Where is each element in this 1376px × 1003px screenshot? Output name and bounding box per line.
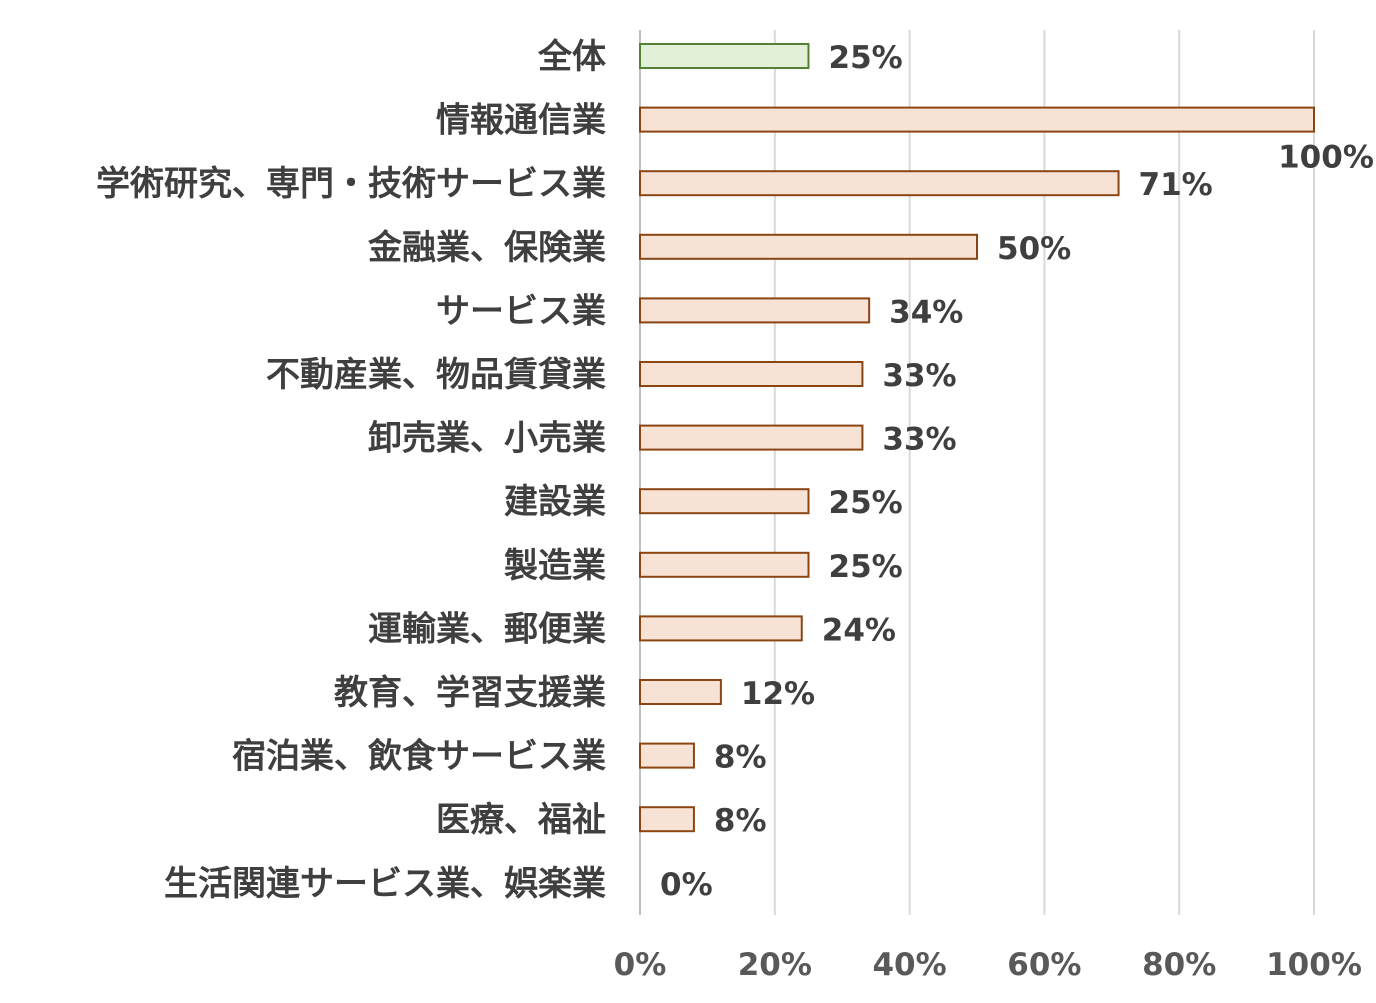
x-tick-label: 40% bbox=[872, 947, 946, 983]
gridlines bbox=[639, 30, 1315, 915]
category-label: 運輸業、郵便業 bbox=[368, 609, 606, 649]
category-label: 卸売業、小売業 bbox=[368, 419, 606, 459]
data-label: 12% bbox=[741, 676, 815, 712]
x-tick-label: 0% bbox=[614, 947, 667, 983]
category-label: 生活関連サービス業、娯楽業 bbox=[164, 864, 606, 904]
data-label: 25% bbox=[829, 549, 903, 585]
category-label: 学術研究、専門・技術サービス業 bbox=[96, 164, 606, 204]
bar bbox=[639, 742, 695, 769]
bar bbox=[639, 806, 695, 833]
x-tick-label: 100% bbox=[1266, 947, 1362, 983]
bar bbox=[639, 106, 1315, 133]
x-tick-label: 60% bbox=[1007, 947, 1081, 983]
data-label: 33% bbox=[882, 358, 956, 394]
bars bbox=[639, 43, 1315, 833]
bar bbox=[639, 679, 722, 705]
category-label: 建設業 bbox=[504, 482, 606, 522]
data-label: 50% bbox=[997, 231, 1071, 267]
category-label: 教育、学習支援業 bbox=[334, 673, 606, 713]
data-label: 100% bbox=[1278, 140, 1374, 176]
bar bbox=[639, 233, 978, 260]
category-labels: 全体情報通信業学術研究、専門・技術サービス業金融業、保険業サービス業不動産業、物… bbox=[96, 37, 606, 904]
data-label: 0% bbox=[660, 867, 713, 903]
data-label: 24% bbox=[822, 612, 896, 648]
data-label: 8% bbox=[714, 740, 767, 776]
bar bbox=[639, 551, 810, 578]
x-tick-label: 80% bbox=[1142, 947, 1216, 983]
category-label: 情報通信業 bbox=[436, 101, 606, 141]
category-label: 全体 bbox=[537, 37, 606, 77]
bar bbox=[639, 488, 810, 515]
category-label: 医療、福祉 bbox=[436, 800, 606, 840]
bar bbox=[639, 424, 864, 451]
data-label: 34% bbox=[889, 294, 963, 330]
bar-highlight bbox=[639, 43, 810, 69]
bar bbox=[639, 170, 1120, 197]
x-axis-tick-labels: 0% 20% 40% 60% 80% 100% bbox=[614, 947, 1362, 983]
category-label: 金融業、保険業 bbox=[367, 228, 606, 268]
data-label: 33% bbox=[882, 422, 956, 458]
category-label: 不動産業、物品賃貸業 bbox=[266, 355, 606, 395]
data-label: 8% bbox=[714, 803, 767, 839]
category-label: サービス業 bbox=[436, 291, 606, 331]
bar bbox=[639, 297, 871, 324]
data-labels: 25%100%71%50%34%33%33%25%25%24%12%8%8%0% bbox=[660, 40, 1374, 903]
bar bbox=[639, 615, 803, 642]
bar bbox=[639, 361, 864, 387]
category-label: 宿泊業、飲食サービス業 bbox=[232, 737, 606, 777]
data-label: 71% bbox=[1139, 167, 1213, 203]
data-label: 25% bbox=[829, 40, 903, 76]
category-label: 製造業 bbox=[504, 546, 606, 586]
x-tick-label: 20% bbox=[738, 947, 812, 983]
data-label: 25% bbox=[829, 485, 903, 521]
